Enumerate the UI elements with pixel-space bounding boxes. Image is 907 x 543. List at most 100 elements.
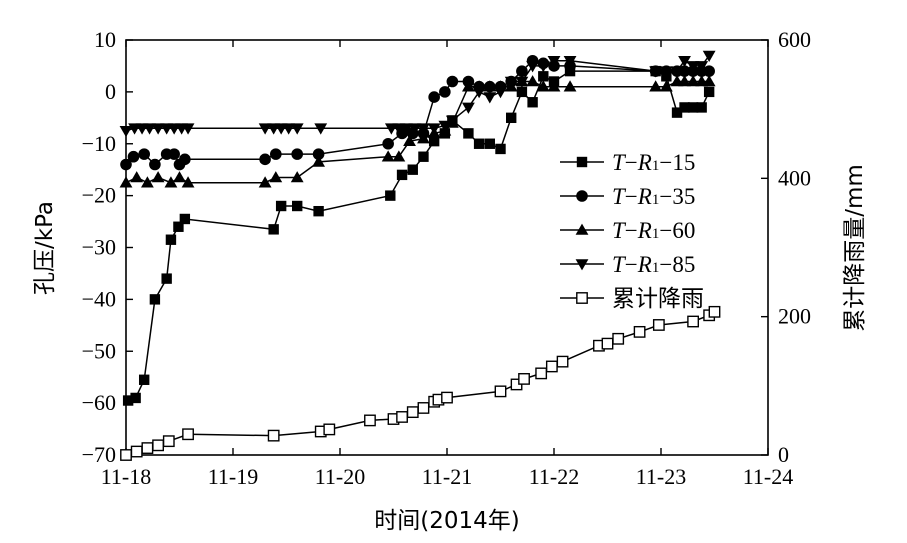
data-point-rain [364,414,376,427]
x-tick-label: 11-21 [422,464,473,489]
legend-label-part: T [612,150,627,175]
data-point-rain [633,325,646,338]
legend-label-tr35: T−R1−35 [612,184,695,209]
legend-label-part: T [612,184,627,209]
data-point-tr35 [179,153,191,166]
data-point-tr85 [536,61,550,73]
legend-label-part: −60 [659,218,695,243]
data-point-tr60 [258,176,272,188]
data-point-tr85 [649,66,663,78]
data-point-rain [130,445,143,458]
x-tick-label: 11-20 [315,464,366,489]
data-point-tr60 [678,75,691,87]
legend-entry-tr35: T−R1−35 [560,184,695,209]
data-point-tr85 [515,76,529,88]
data-point-rain [417,402,430,414]
data-point-tr15 [385,190,396,201]
legend-label-part: − [625,252,638,277]
data-point-tr15 [538,71,549,82]
data-point-rain [601,337,614,350]
data-point-tr60 [151,171,165,183]
data-point-tr35 [446,75,459,88]
data-point-tr85 [445,115,459,127]
data-point-tr35 [270,148,282,160]
x-tick-label: 11-22 [529,464,580,489]
data-point-tr85 [547,55,561,68]
data-point-tr85 [399,123,413,135]
data-point-tr60 [290,171,304,183]
data-point-tr60 [141,176,154,188]
data-point-rain [612,332,625,345]
data-point-tr35 [138,148,150,160]
data-point-tr15 [122,395,134,406]
data-point-rain [323,423,336,436]
data-point-tr85 [181,123,195,135]
data-point-tr35 [382,137,394,150]
data-point-tr15 [687,102,699,113]
data-point-tr60 [462,80,475,92]
data-point-tr15 [407,164,418,175]
data-point-tr35 [120,158,132,171]
legend-label-part: −15 [659,150,695,175]
legend-label-part: R [637,218,652,243]
data-point-tr15 [268,224,279,235]
legend-entry-rain: 累计降雨 [560,286,704,311]
data-point-tr85 [670,66,684,78]
data-point-tr35 [127,150,140,163]
data-point-tr15 [275,200,287,212]
y-left-tick-label: −60 [82,390,116,415]
data-point-tr15 [703,86,715,98]
data-point-tr85 [494,87,507,99]
data-point-tr85 [408,123,422,135]
data-point-tr60 [119,176,133,188]
data-point-tr35 [168,148,180,160]
data-point-tr60 [130,171,144,183]
data-point-tr15 [149,294,161,305]
series-rain [120,305,721,461]
data-point-tr60 [483,80,497,92]
data-point-tr15 [484,138,495,149]
data-point-rain [267,429,280,442]
data-point-tr15 [679,102,690,113]
data-point-tr85 [563,55,577,68]
data-point-tr85 [472,87,486,99]
legend-entry-tr60: T−R1−60 [560,218,695,243]
data-point-rain [518,373,530,385]
legend-label-part: − [625,150,638,175]
data-point-tr60 [536,80,550,92]
legend-entry-tr15: T−R1−15 [560,150,695,175]
data-point-tr15 [516,86,528,98]
data-point-rain [535,367,548,380]
data-point-rain [494,385,507,398]
data-point-tr85 [659,66,673,78]
data-point-rain [556,355,569,368]
data-point-tr15 [173,221,184,232]
data-point-tr15 [473,138,485,149]
data-point-tr85 [417,123,430,135]
data-point-tr60 [269,171,283,183]
data-point-tr60 [392,150,406,162]
legend-marker-rain [576,292,588,304]
series-line-tr35 [125,59,710,166]
data-point-tr60 [563,80,577,92]
y-left-tick-label: −40 [82,286,116,311]
data-point-tr85 [526,61,539,73]
x-axis-title: 时间(2014年) [374,508,519,534]
data-point-tr85 [119,125,133,138]
data-point-tr85 [483,92,497,104]
legend-label-part: T [612,218,627,243]
legend-label-rain: 累计降雨 [612,286,704,311]
data-point-tr15 [179,213,191,225]
legend-label-part: 1 [652,158,660,174]
legend-label-tr15: T−R1−15 [612,150,695,175]
data-point-tr15 [396,169,408,181]
legend-label-part: R [637,252,652,277]
y-left-tick-label: 10 [94,27,116,52]
data-point-rain [182,428,194,441]
data-point-tr15 [313,205,324,217]
y-left-tick-label: −30 [82,235,116,260]
data-point-tr35 [439,86,451,98]
data-point-rain [652,319,665,331]
data-point-tr15 [463,128,474,139]
